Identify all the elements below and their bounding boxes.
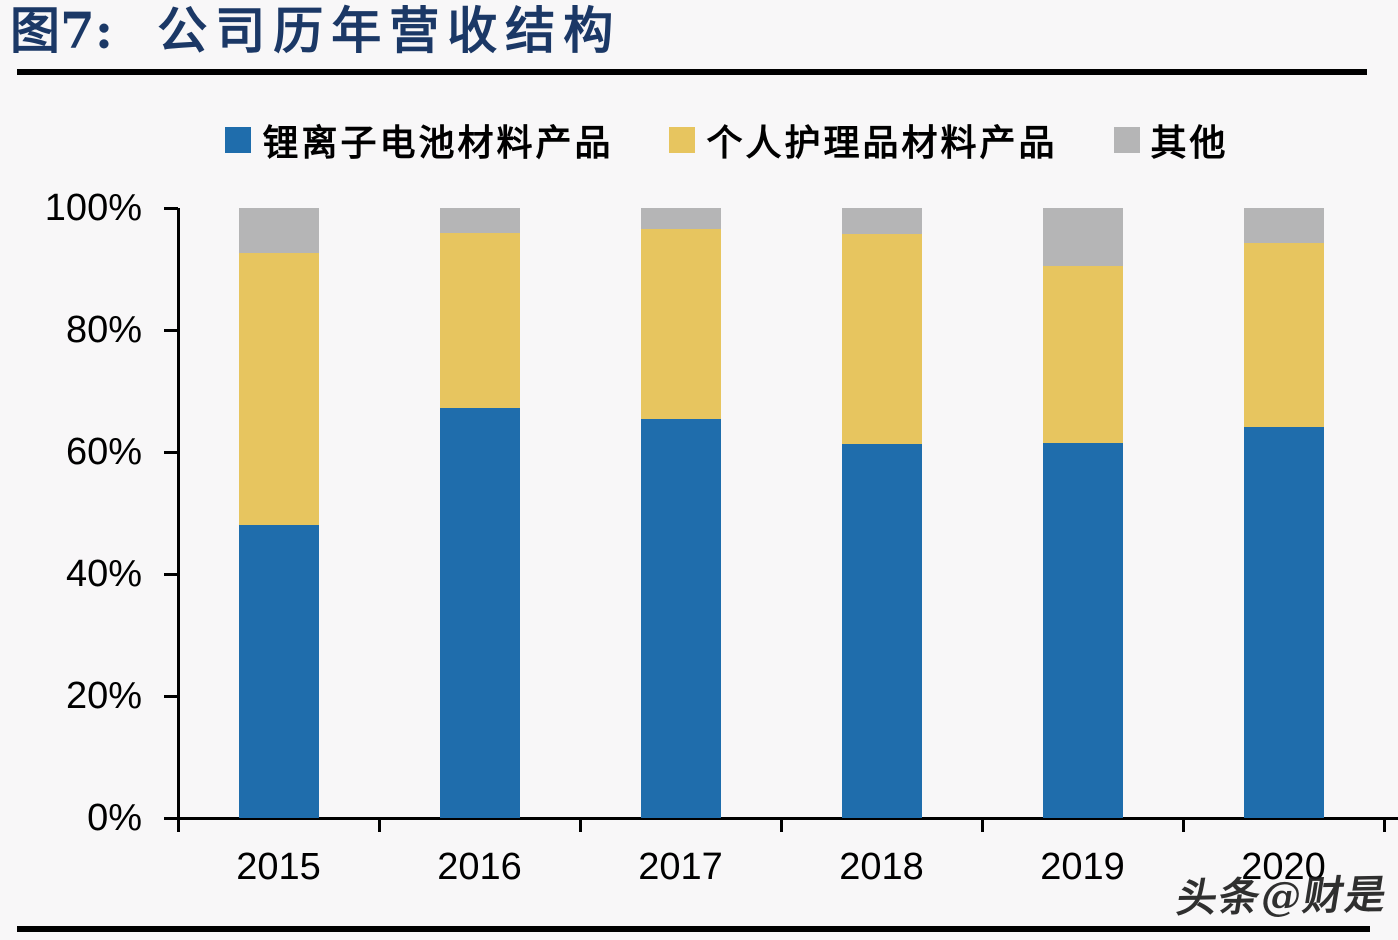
bar-2016-segment bbox=[439, 208, 520, 233]
title-divider bbox=[17, 69, 1367, 75]
legend-item: 个人护理品材料产品 bbox=[669, 114, 1057, 166]
bar-2015-segment bbox=[238, 253, 319, 526]
x-axis-line bbox=[176, 816, 1398, 820]
x-axis-category-label: 2015 bbox=[236, 846, 321, 888]
bar-2019-segment bbox=[1042, 442, 1123, 818]
y-axis-tick-label: 40% bbox=[65, 553, 142, 595]
y-axis-tick-label: 0% bbox=[87, 797, 142, 839]
x-axis-category-label: 2017 bbox=[638, 846, 723, 888]
bar-2018-segment bbox=[841, 444, 922, 818]
y-axis-tick bbox=[164, 450, 178, 454]
figure-number: 图7: bbox=[10, 1, 114, 60]
legend-label: 其他 bbox=[1150, 122, 1229, 164]
x-axis-category-label: 2019 bbox=[1040, 846, 1125, 888]
bottom-divider bbox=[17, 926, 1370, 932]
bar-2015-segment bbox=[238, 208, 319, 254]
x-axis-category-label: 2020 bbox=[1241, 846, 1326, 888]
y-axis-tick bbox=[164, 328, 178, 332]
bar-2018-segment bbox=[841, 208, 922, 235]
x-axis-tick bbox=[578, 818, 582, 832]
bar-2019-segment bbox=[1042, 208, 1123, 266]
x-axis-tick bbox=[980, 818, 984, 832]
chart-legend: 锂离子电池材料产品 个人护理品材料产品 其他 bbox=[0, 118, 1398, 164]
x-axis-tick bbox=[377, 818, 381, 832]
y-axis-tick bbox=[164, 694, 178, 698]
y-axis-tick-label: 60% bbox=[65, 431, 142, 473]
x-axis-tick bbox=[1382, 818, 1386, 832]
bar-2016-segment bbox=[439, 233, 520, 409]
x-axis-tick bbox=[176, 818, 180, 832]
watermark: 头条@财是 bbox=[1173, 871, 1392, 922]
x-axis-tick bbox=[1181, 818, 1185, 832]
figure-title-text: 公司历年营收结构 bbox=[157, 1, 622, 60]
legend-item: 锂离子电池材料产品 bbox=[225, 114, 613, 166]
bar-2018-segment bbox=[841, 234, 922, 445]
legend-swatch-icon bbox=[1113, 127, 1140, 153]
x-axis-category-label: 2016 bbox=[437, 846, 522, 888]
x-axis-category-label: 2018 bbox=[839, 846, 924, 888]
y-axis-line bbox=[176, 208, 180, 821]
legend-swatch-icon bbox=[225, 127, 252, 153]
bar-2016-segment bbox=[439, 408, 520, 818]
legend-item: 其他 bbox=[1113, 114, 1229, 166]
y-axis-tick bbox=[164, 572, 178, 576]
y-axis-tick bbox=[164, 206, 178, 210]
legend-swatch-icon bbox=[669, 127, 696, 153]
bar-2015-segment bbox=[238, 525, 319, 818]
x-axis-tick bbox=[779, 818, 783, 832]
y-axis-tick-label: 80% bbox=[65, 309, 142, 351]
bar-2020-segment bbox=[1243, 208, 1324, 243]
legend-label: 个人护理品材料产品 bbox=[706, 122, 1058, 164]
y-axis-tick bbox=[164, 816, 178, 820]
bar-2019-segment bbox=[1042, 265, 1123, 443]
y-axis-tick-label: 20% bbox=[65, 675, 142, 717]
bar-2020-segment bbox=[1243, 426, 1324, 818]
bar-2017-segment bbox=[640, 228, 721, 420]
bar-2020-segment bbox=[1243, 242, 1324, 427]
legend-label: 锂离子电池材料产品 bbox=[262, 122, 614, 164]
bar-2017-segment bbox=[640, 419, 721, 818]
y-axis-tick-label: 100% bbox=[44, 187, 142, 229]
bar-2017-segment bbox=[640, 208, 721, 229]
figure-title: 图7: 公司历年营收结构 bbox=[10, 2, 621, 60]
